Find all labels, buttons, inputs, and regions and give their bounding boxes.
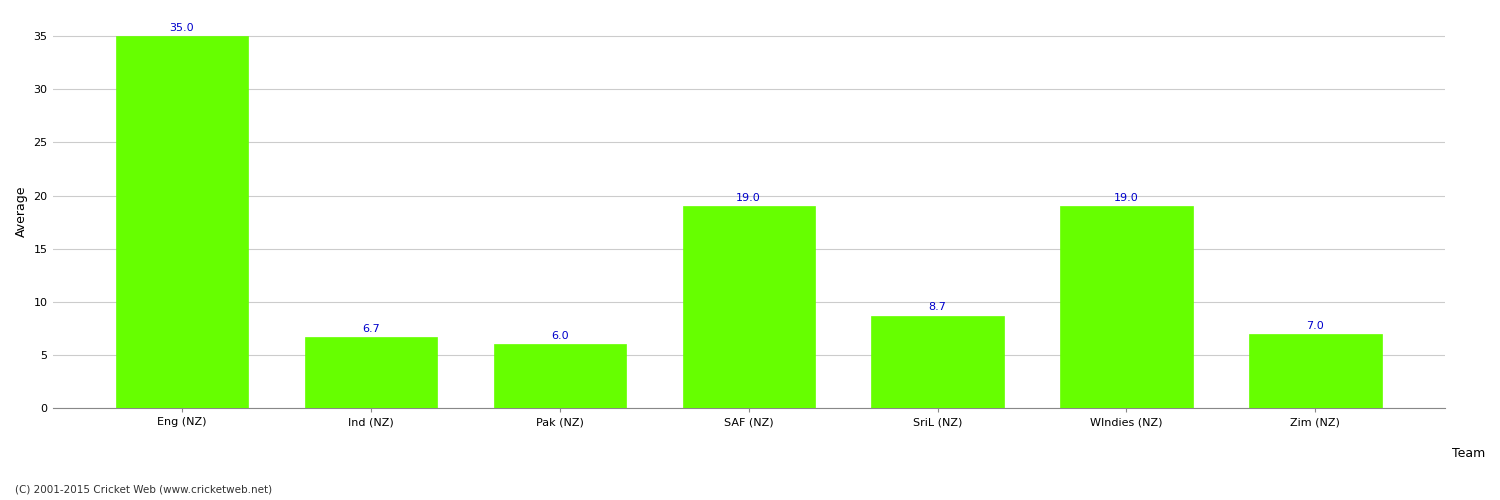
Text: 35.0: 35.0 xyxy=(170,23,195,33)
Bar xyxy=(304,337,436,408)
Y-axis label: Average: Average xyxy=(15,186,28,238)
Text: 6.0: 6.0 xyxy=(550,331,568,341)
Text: 6.7: 6.7 xyxy=(362,324,380,334)
Text: Team: Team xyxy=(1452,447,1485,460)
Text: (C) 2001-2015 Cricket Web (www.cricketweb.net): (C) 2001-2015 Cricket Web (www.cricketwe… xyxy=(15,485,272,495)
Bar xyxy=(1250,334,1382,408)
Bar xyxy=(871,316,1004,408)
Text: 8.7: 8.7 xyxy=(928,302,946,312)
Text: 19.0: 19.0 xyxy=(736,193,760,203)
Bar xyxy=(116,36,248,408)
Text: 7.0: 7.0 xyxy=(1306,320,1324,330)
Bar xyxy=(1060,206,1192,408)
Text: 19.0: 19.0 xyxy=(1114,193,1138,203)
Bar xyxy=(682,206,814,408)
Bar xyxy=(494,344,626,408)
